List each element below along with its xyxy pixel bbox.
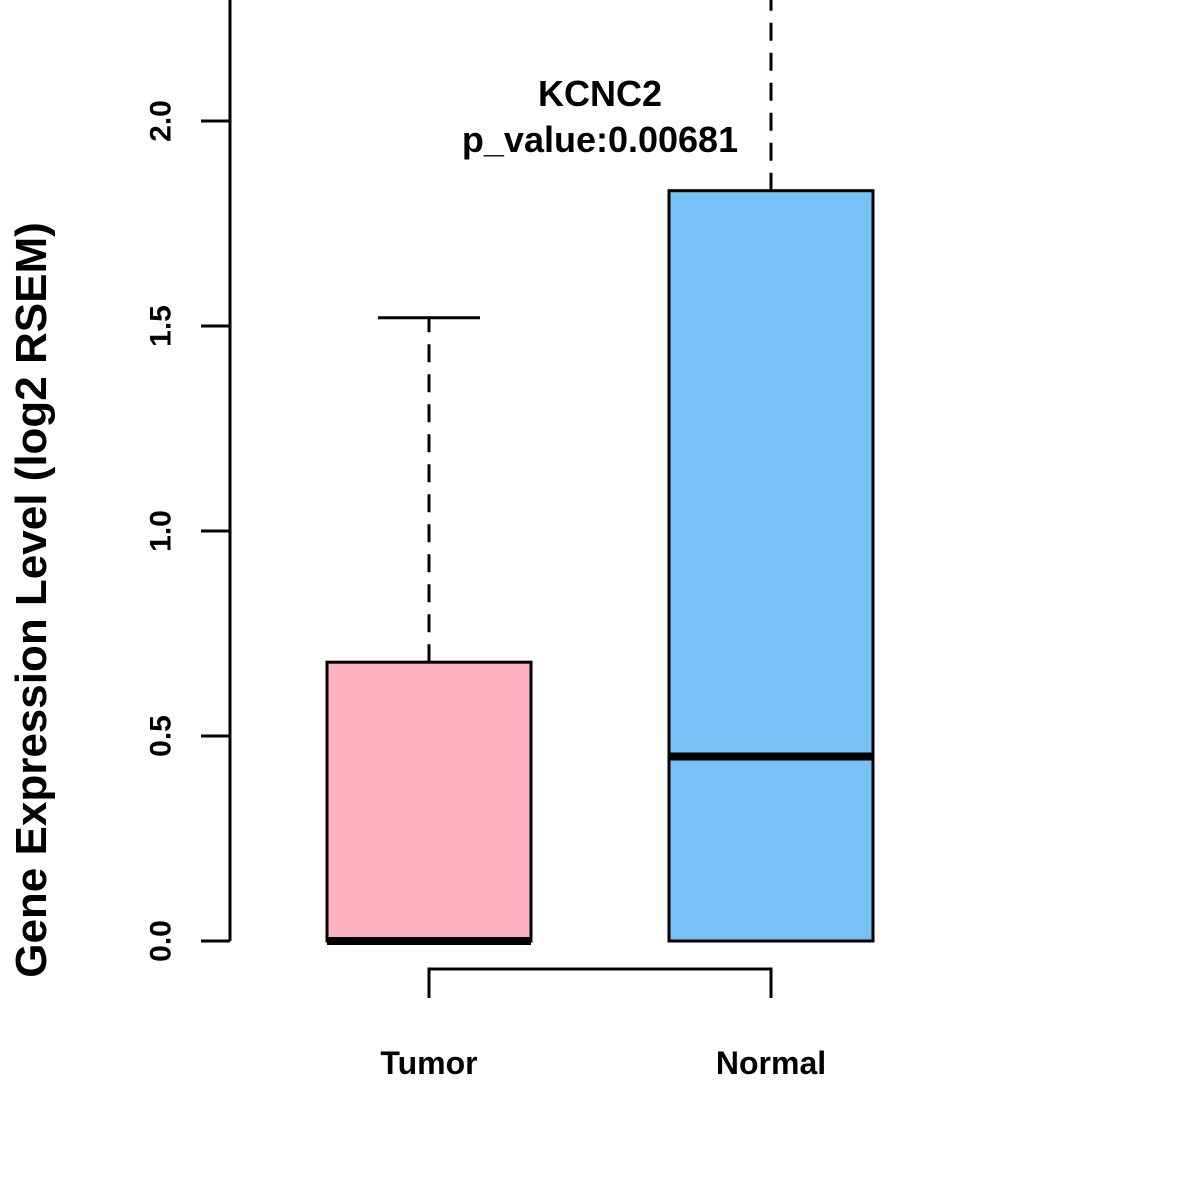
y-tick-label: 1.5 <box>145 305 178 347</box>
x-category-label-tumor: Tumor <box>380 1045 477 1081</box>
chart-subtitle: p_value:0.00681 <box>462 119 738 160</box>
x-category-label-normal: Normal <box>716 1045 826 1081</box>
normal-box <box>667 189 875 943</box>
y-axis-label: Gene Expression Level (log2 RSEM) <box>7 222 56 978</box>
comparison-bracket <box>427 967 773 998</box>
y-tick-label: 1.0 <box>145 510 178 552</box>
y-tick-label: 0.0 <box>145 920 178 962</box>
tumor-box <box>325 660 533 943</box>
y-tick-label: 0.5 <box>145 715 178 757</box>
chart-title: KCNC2 <box>538 73 662 114</box>
y-tick-label: 2.0 <box>145 100 178 142</box>
